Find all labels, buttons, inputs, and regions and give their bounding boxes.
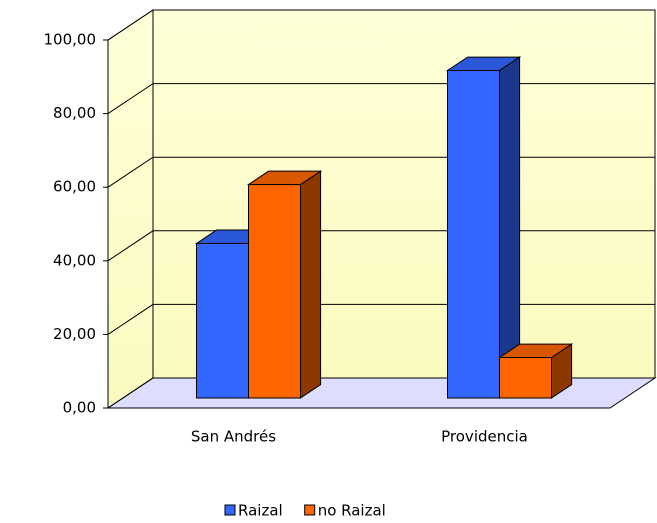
y-tick-label: 40,00	[53, 251, 96, 269]
y-tick-label: 80,00	[53, 104, 96, 122]
bar	[499, 357, 552, 399]
y-tick-label: 100,00	[44, 31, 97, 49]
left-wall	[107, 9, 154, 409]
y-tick-label: 60,00	[53, 178, 96, 196]
y-tick-label: 20,00	[53, 325, 96, 343]
x-tick-label: San Andrés	[191, 428, 276, 446]
x-tick-label: Providencia	[441, 428, 528, 446]
bar	[248, 184, 301, 399]
legend-label: Raizal	[238, 502, 283, 520]
grid-line	[107, 9, 655, 41]
bar-side	[300, 170, 322, 399]
bar	[447, 69, 500, 399]
legend-swatch	[224, 504, 236, 516]
y-tick-label: 0,00	[63, 399, 96, 417]
bar	[196, 242, 249, 399]
legend-label: no Raizal	[318, 502, 386, 520]
floor	[106, 377, 657, 409]
legend-swatch	[304, 504, 316, 516]
